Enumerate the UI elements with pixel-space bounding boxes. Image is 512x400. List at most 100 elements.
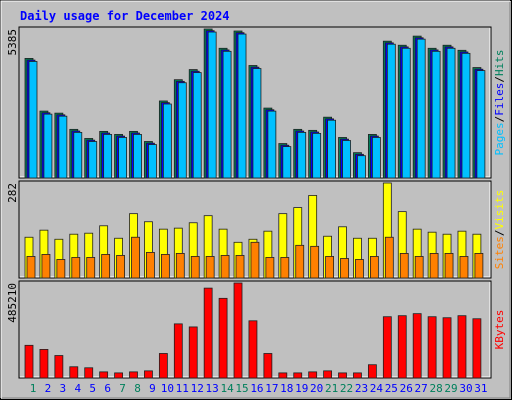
bar [71, 257, 81, 279]
bar [353, 372, 362, 379]
bar [444, 253, 454, 279]
bar [282, 146, 292, 179]
x-tick-label: 10 [161, 382, 174, 395]
legend-entry: Visits [493, 190, 506, 230]
bar [237, 33, 247, 179]
bar [173, 323, 183, 379]
legend-entry: Hits [493, 50, 506, 77]
bar [118, 137, 127, 179]
bar [280, 257, 290, 279]
bar [297, 132, 307, 179]
x-tick-label: 22 [340, 382, 353, 395]
bar [457, 315, 467, 379]
bar [340, 258, 349, 279]
bar [88, 141, 98, 179]
bar [397, 315, 407, 379]
bar [414, 256, 424, 279]
x-tick-label: 21 [325, 382, 338, 395]
bar [99, 371, 109, 379]
bar [472, 318, 482, 379]
x-tick-label: 31 [474, 382, 487, 395]
bar [133, 134, 142, 179]
x-tick-label: 5 [89, 382, 96, 395]
bar [84, 367, 94, 379]
bar [265, 257, 275, 279]
bar [384, 236, 394, 279]
x-tick-label: 27 [415, 382, 428, 395]
y-tick-label: 282 [6, 183, 19, 203]
bar [476, 70, 486, 179]
bar [188, 326, 198, 379]
bar [177, 82, 187, 179]
bar [158, 353, 168, 379]
bar [427, 316, 437, 379]
bar [24, 344, 34, 379]
bar [69, 366, 79, 379]
legend-separator: / [493, 230, 506, 237]
bar [39, 348, 49, 379]
bar [293, 372, 303, 379]
bar [338, 372, 347, 379]
bar [73, 132, 83, 179]
x-tick-label: 1 [30, 382, 37, 395]
bar [43, 113, 53, 179]
x-tick-label: 23 [355, 382, 368, 395]
bar [190, 256, 200, 279]
bar [218, 297, 228, 379]
bar [192, 72, 202, 179]
x-tick-label: 20 [310, 382, 323, 395]
bar [431, 50, 441, 179]
legend: Sites/Visits [493, 190, 506, 270]
bar [416, 38, 426, 179]
bar [295, 244, 305, 279]
bar [129, 371, 138, 379]
legend-separator: / [493, 116, 506, 123]
bar [162, 103, 172, 179]
bar [429, 253, 439, 279]
x-tick-label: 11 [176, 382, 189, 395]
bar [461, 52, 471, 179]
bar [233, 282, 243, 379]
bar [222, 50, 232, 179]
x-tick-label: 29 [444, 382, 457, 395]
bar [250, 241, 260, 279]
x-tick-label: 16 [250, 382, 263, 395]
bar [325, 256, 335, 279]
x-tick-label: 3 [60, 382, 67, 395]
x-tick-label: 13 [206, 382, 219, 395]
x-tick-label: 30 [459, 382, 472, 395]
x-tick-label: 25 [385, 382, 398, 395]
bar [371, 137, 381, 179]
x-tick-label: 18 [280, 382, 293, 395]
bar [114, 372, 123, 379]
legend: KBytes [493, 310, 506, 350]
bar [263, 353, 273, 379]
bar [310, 245, 320, 279]
legend-entry: KBytes [493, 310, 506, 350]
bar [399, 253, 409, 279]
bar [357, 155, 366, 179]
x-tick-label: 7 [119, 382, 126, 395]
bar [459, 256, 469, 279]
bar [386, 43, 396, 179]
legend-separator: / [493, 76, 506, 83]
bar [101, 254, 111, 279]
legend: Pages/Files/Hits [493, 50, 506, 156]
x-tick-label: 8 [134, 382, 141, 395]
y-tick-label: 485210 [6, 283, 19, 323]
x-tick-label: 12 [191, 382, 204, 395]
x-tick-label: 6 [104, 382, 111, 395]
bar [312, 132, 322, 179]
bar [207, 31, 217, 179]
bar [54, 355, 64, 379]
x-tick-label: 2 [45, 382, 52, 395]
bar [146, 251, 155, 279]
bar [41, 254, 51, 279]
x-tick-label: 15 [235, 382, 248, 395]
bar [342, 140, 351, 179]
bar [442, 317, 452, 379]
x-tick-label: 9 [149, 382, 156, 395]
bar [367, 364, 377, 379]
